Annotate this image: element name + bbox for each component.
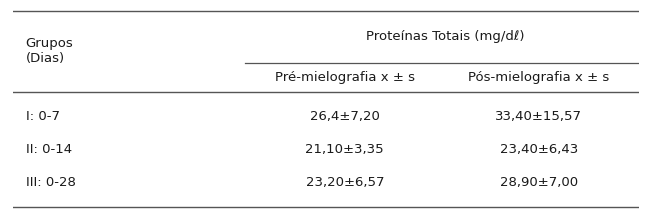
Text: 21,10±3,35: 21,10±3,35 <box>306 143 384 156</box>
Text: Grupos
(Dias): Grupos (Dias) <box>25 37 73 65</box>
Text: Pré-mielografia x ± s: Pré-mielografia x ± s <box>274 71 415 84</box>
Text: III: 0-28: III: 0-28 <box>25 176 76 189</box>
Text: 33,40±15,57: 33,40±15,57 <box>496 111 582 123</box>
Text: Proteínas Totais (mg/dℓ): Proteínas Totais (mg/dℓ) <box>366 30 524 43</box>
Text: I: 0-7: I: 0-7 <box>25 111 59 123</box>
Text: 23,20±6,57: 23,20±6,57 <box>306 176 384 189</box>
Text: 26,4±7,20: 26,4±7,20 <box>310 111 379 123</box>
Text: 23,40±6,43: 23,40±6,43 <box>499 143 578 156</box>
Text: II: 0-14: II: 0-14 <box>25 143 72 156</box>
Text: Pós-mielografia x ± s: Pós-mielografia x ± s <box>468 71 610 84</box>
Text: 28,90±7,00: 28,90±7,00 <box>499 176 578 189</box>
